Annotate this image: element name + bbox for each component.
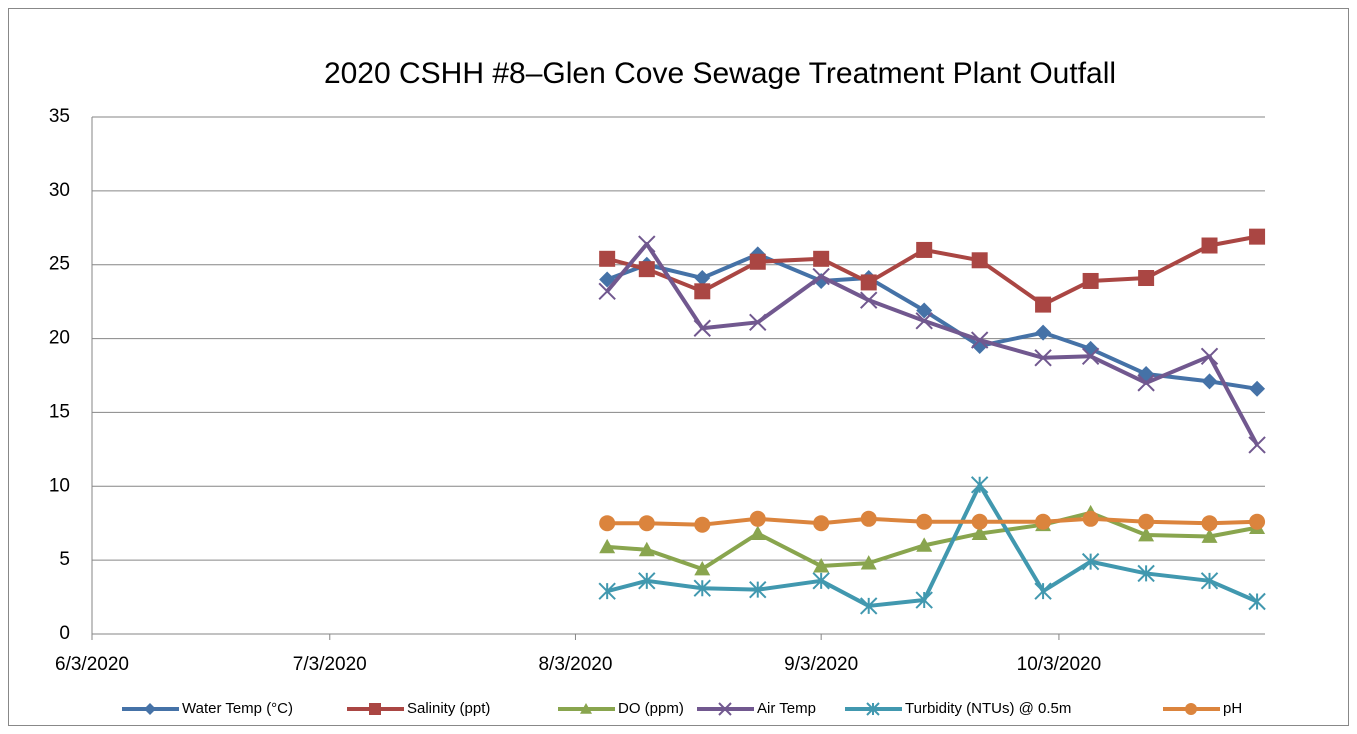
marker — [1081, 347, 1100, 366]
marker — [638, 572, 656, 590]
marker — [916, 513, 933, 530]
marker — [970, 331, 989, 349]
marker — [1034, 582, 1052, 600]
marker — [693, 579, 711, 597]
y-tick-label: 0 — [59, 623, 70, 644]
x-tick-label: 8/3/2020 — [538, 654, 612, 675]
marker — [598, 282, 616, 301]
y-tick-label: 10 — [49, 475, 70, 496]
y-tick-label: 35 — [49, 106, 70, 127]
marker — [1200, 572, 1219, 590]
marker — [915, 312, 933, 330]
marker — [860, 597, 878, 615]
legend-label: Water Temp (°C) — [182, 700, 293, 717]
marker — [599, 250, 616, 267]
marker — [915, 591, 933, 609]
chart-border — [8, 8, 1349, 726]
marker — [813, 250, 830, 267]
legend-label: Salinity (ppt) — [407, 700, 490, 717]
marker — [749, 580, 767, 599]
marker — [1034, 349, 1052, 367]
marker — [860, 274, 877, 291]
marker — [1248, 436, 1266, 454]
y-tick-label: 20 — [49, 328, 70, 349]
marker — [1138, 513, 1155, 530]
marker — [638, 515, 655, 532]
y-tick-label: 5 — [59, 549, 70, 570]
marker — [369, 703, 381, 715]
marker — [812, 572, 830, 590]
marker — [1138, 270, 1155, 287]
legend-label: Air Temp — [757, 700, 816, 717]
marker — [1201, 237, 1218, 254]
marker — [971, 513, 988, 530]
marker — [813, 558, 830, 573]
y-tick-label: 15 — [49, 401, 70, 422]
x-tick-label: 6/3/2020 — [55, 654, 129, 675]
legend-label: pH — [1223, 700, 1242, 717]
marker — [1200, 347, 1219, 366]
marker — [749, 510, 766, 527]
marker — [1249, 228, 1266, 245]
marker — [1185, 703, 1197, 715]
marker — [1138, 527, 1155, 542]
marker — [599, 538, 616, 554]
marker — [598, 582, 616, 600]
y-tick-label: 30 — [49, 180, 70, 201]
marker — [916, 537, 933, 552]
marker — [860, 555, 877, 570]
chart-title: 2020 CSHH #8–Glen Cove Sewage Treatment … — [324, 57, 1116, 90]
marker — [1248, 592, 1266, 611]
marker — [860, 291, 878, 309]
marker — [694, 516, 711, 533]
marker — [580, 703, 592, 714]
marker — [1201, 373, 1218, 390]
marker — [866, 702, 880, 716]
marker — [694, 561, 711, 576]
legend-label: DO (ppm) — [618, 700, 684, 717]
marker — [144, 703, 156, 715]
marker — [749, 313, 767, 332]
marker — [1082, 272, 1099, 289]
marker — [1201, 528, 1218, 543]
marker — [693, 319, 711, 337]
x-tick-label: 10/3/2020 — [1017, 654, 1102, 675]
marker — [916, 302, 933, 319]
marker — [1249, 513, 1266, 530]
marker — [638, 541, 655, 557]
marker — [971, 252, 988, 269]
marker — [718, 702, 732, 716]
marker — [1035, 296, 1052, 313]
marker — [1137, 374, 1155, 392]
marker — [694, 283, 711, 300]
marker — [971, 525, 988, 540]
marker — [638, 261, 655, 278]
x-tick-label: 7/3/2020 — [293, 654, 367, 675]
legend-label: Turbidity (NTUs) @ 0.5m — [905, 700, 1071, 717]
marker — [812, 267, 830, 286]
x-tick-label: 9/3/2020 — [784, 654, 858, 675]
marker — [860, 510, 877, 527]
marker — [916, 241, 933, 258]
marker — [813, 515, 830, 532]
marker — [1082, 510, 1099, 527]
marker — [749, 525, 766, 540]
marker — [749, 253, 766, 270]
marker — [1249, 380, 1266, 397]
y-tick-label: 25 — [49, 254, 70, 275]
marker — [599, 515, 616, 532]
marker — [1035, 513, 1052, 530]
marker — [1081, 552, 1100, 571]
marker — [1137, 564, 1155, 583]
marker — [1035, 324, 1052, 341]
marker — [1201, 515, 1218, 532]
marker — [970, 476, 989, 494]
marker — [638, 235, 656, 253]
marker — [694, 270, 711, 287]
